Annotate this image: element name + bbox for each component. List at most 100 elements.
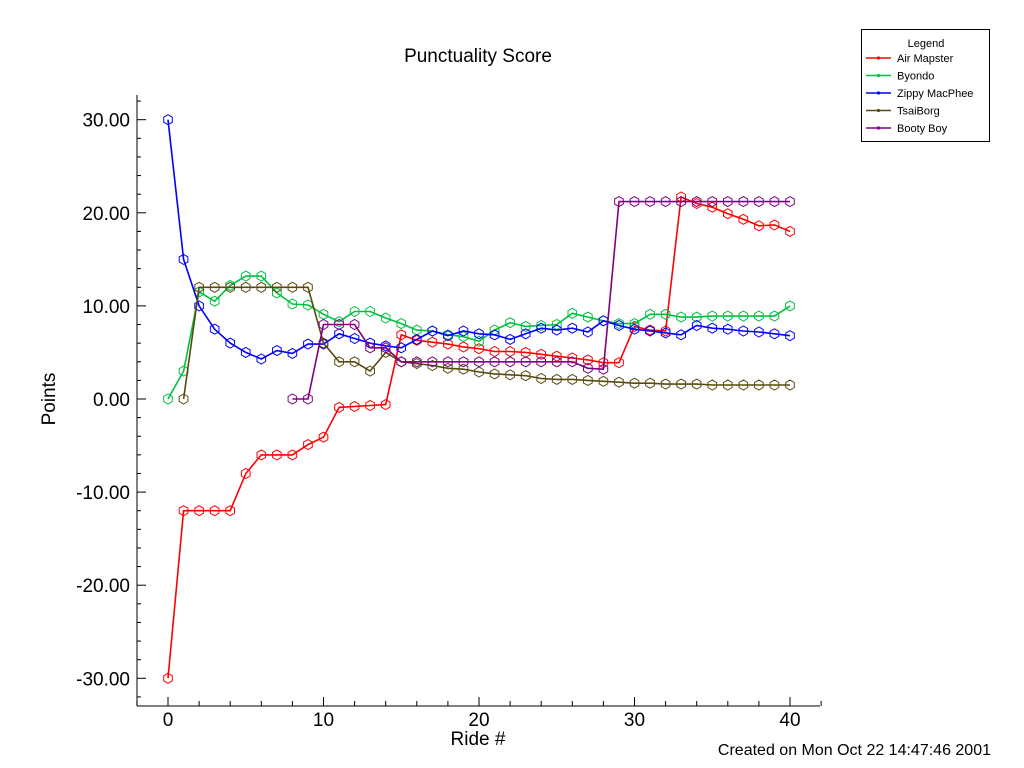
data-point [707, 322, 718, 334]
data-point [287, 281, 298, 293]
x-tick-label: 0 [163, 710, 174, 731]
data-point [614, 196, 624, 208]
series-tsaiborg [178, 281, 795, 405]
data-point [645, 196, 655, 208]
y-tick-label: -30.00 [76, 669, 130, 690]
data-point [334, 401, 344, 413]
series-line-zippy-macphee [167, 119, 791, 360]
data-point [365, 365, 375, 377]
data-point [443, 338, 453, 350]
axes [136, 95, 820, 707]
data-point [536, 322, 546, 334]
data-point [489, 329, 500, 341]
data-point [754, 326, 764, 338]
data-point [443, 330, 453, 342]
series-booty-boy [287, 196, 795, 405]
data-point [443, 356, 453, 368]
data-point [458, 356, 469, 368]
data-point [583, 326, 593, 338]
data-point [474, 356, 484, 368]
data-point [583, 374, 593, 386]
x-tick-label: 30 [624, 710, 645, 731]
data-point [660, 325, 671, 337]
data-point [458, 325, 469, 337]
data-point [178, 393, 189, 405]
data-point [365, 342, 375, 354]
data-point [754, 220, 764, 232]
legend-title: Legend [908, 38, 945, 50]
data-point [567, 307, 578, 319]
y-ticks: -30.00 -20.00 -10.00 0.00 10.00 20.00 30.00 [76, 100, 146, 698]
data-point [769, 196, 780, 208]
data-point [583, 311, 593, 323]
legend: Legend Air Mapster Byondo Zippy MacPhee Tsa… [861, 29, 990, 142]
data-point [567, 322, 578, 334]
data-point [178, 505, 189, 517]
data-point [412, 356, 422, 368]
data-point [769, 379, 780, 391]
data-point [660, 308, 671, 320]
data-point [443, 362, 453, 374]
y-tick-label: 0.00 [93, 390, 130, 411]
data-point [256, 353, 267, 365]
data-point [380, 342, 391, 354]
data-point [272, 449, 282, 461]
legend-label: Booty Boy [897, 123, 948, 135]
data-point [505, 369, 515, 381]
data-point [349, 332, 360, 345]
data-point [676, 329, 686, 341]
data-point [240, 281, 251, 293]
data-point [396, 356, 407, 368]
data-point [334, 356, 344, 368]
data-point [707, 201, 718, 213]
data-point [723, 208, 733, 220]
y-tick-label: 10.00 [82, 297, 130, 318]
data-point [645, 308, 655, 320]
data-point [769, 219, 780, 231]
data-point [303, 439, 313, 451]
data-point [583, 362, 593, 374]
series-air-mapster [163, 191, 795, 684]
data-point [272, 345, 282, 357]
data-point [614, 318, 624, 330]
data-point [209, 295, 220, 307]
x-tick-label: 20 [468, 710, 489, 731]
data-point [458, 341, 469, 353]
series-line-air-mapster [167, 195, 791, 679]
data-point [536, 348, 546, 360]
data-point [676, 311, 686, 323]
data-point [349, 305, 360, 318]
data-point [334, 318, 344, 331]
data-point [785, 330, 795, 342]
data-point [380, 312, 391, 324]
data-point [707, 196, 718, 208]
data-point [520, 346, 531, 358]
data-point [240, 467, 251, 480]
data-point [754, 379, 764, 391]
x-ticks: 0 10 20 30 40 [136, 697, 822, 731]
data-point [209, 281, 220, 293]
data-point [318, 337, 329, 349]
data-point [769, 310, 780, 322]
data-point [287, 449, 298, 461]
data-point [614, 357, 624, 369]
series-line-booty-boy [292, 200, 790, 400]
data-point [754, 310, 764, 322]
data-point [505, 333, 515, 345]
data-point [754, 196, 764, 208]
data-point [256, 281, 267, 293]
y-tick-label: 30.00 [82, 111, 130, 132]
data-point [520, 370, 531, 382]
legend-box [861, 29, 990, 142]
data-point [474, 328, 484, 340]
data-point [676, 196, 686, 208]
data-point [474, 335, 484, 347]
data-point [489, 356, 500, 368]
data-point [738, 379, 749, 391]
data-point [163, 393, 173, 405]
data-point [660, 327, 671, 339]
legend-marker [876, 73, 881, 78]
data-point [303, 393, 313, 405]
data-point [629, 377, 640, 389]
data-point [645, 324, 655, 336]
